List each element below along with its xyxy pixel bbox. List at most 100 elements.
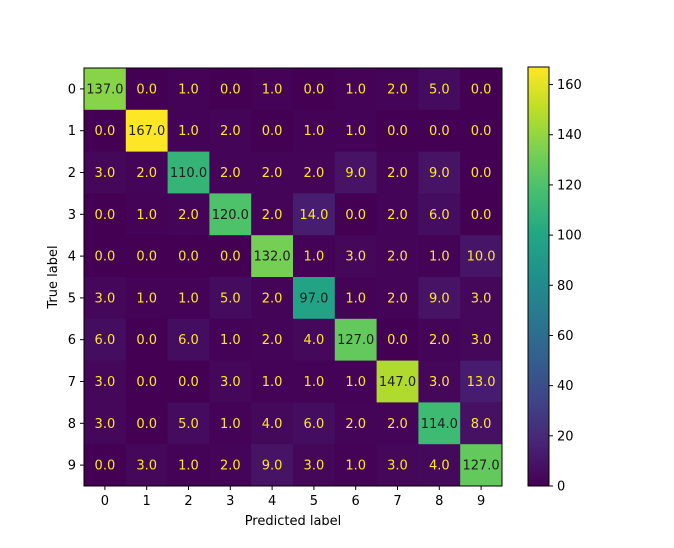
heatmap-cell <box>209 151 252 194</box>
heatmap-cell <box>209 318 252 361</box>
heatmap-cell <box>167 235 210 278</box>
heatmap-cell <box>209 235 252 278</box>
heatmap-cell <box>334 360 377 403</box>
heatmap-cell <box>209 68 252 111</box>
cell-value-label: 1.0 <box>178 82 199 97</box>
cell-value-label: 114.0 <box>421 417 458 432</box>
cell-value-label: 110.0 <box>170 166 207 181</box>
y-axis-ticks: 0 1 2 3 4 5 6 7 8 9 <box>68 82 84 474</box>
heatmap-cell <box>251 151 294 194</box>
heatmap-cell <box>376 151 419 194</box>
x-axis-label: Predicted label <box>245 514 342 529</box>
cell-value-label: 3.0 <box>471 291 492 306</box>
x-axis-ticks: 0 1 2 3 4 5 6 7 8 9 <box>101 486 485 509</box>
cell-value-label: 1.0 <box>345 459 366 474</box>
heatmap-cell <box>125 109 168 152</box>
heatmap-cell <box>167 68 210 111</box>
heatmap-cell <box>125 318 168 361</box>
heatmap-cell <box>84 402 127 445</box>
heatmap-cell <box>84 68 127 111</box>
heatmap-cell <box>418 402 461 445</box>
y-tick-label: 9 <box>68 459 76 474</box>
heatmap-cell <box>293 151 336 194</box>
y-tick-label: 5 <box>68 291 76 306</box>
cell-value-label: 2.0 <box>345 417 366 432</box>
plot-frame <box>83 67 503 487</box>
heatmap-cell <box>418 109 461 152</box>
cell-value-label: 1.0 <box>304 250 325 265</box>
heatmap-cell <box>84 235 127 278</box>
heatmap-cell <box>460 68 503 111</box>
heatmap-cell <box>84 151 127 194</box>
y-tick-label: 8 <box>68 417 76 432</box>
heatmap-cell <box>167 277 210 320</box>
x-tick-label: 6 <box>352 494 360 509</box>
cell-value-label: 2.0 <box>262 291 283 306</box>
heatmap-cell <box>167 109 210 152</box>
cell-value-label: 3.0 <box>95 166 116 181</box>
x-tick-label: 3 <box>226 494 234 509</box>
cell-value-label: 0.0 <box>95 250 116 265</box>
heatmap-cell <box>167 444 210 487</box>
heatmap-cell <box>167 151 210 194</box>
heatmap-cell <box>460 444 503 487</box>
y-tick-label: 6 <box>68 333 76 348</box>
cell-value-label: 0.0 <box>136 250 157 265</box>
cell-value-label: 0.0 <box>220 250 241 265</box>
cell-value-label: 2.0 <box>262 166 283 181</box>
x-tick-label: 9 <box>477 494 485 509</box>
cell-value-label: 1.0 <box>345 124 366 139</box>
x-tick-label: 7 <box>393 494 401 509</box>
y-tick-label: 0 <box>68 82 76 97</box>
cell-value-label: 4.0 <box>262 417 283 432</box>
cell-value-label: 9.0 <box>429 166 450 181</box>
x-tick-label: 8 <box>435 494 443 509</box>
heatmap-cell <box>251 68 294 111</box>
heatmap-cell <box>209 277 252 320</box>
heatmap-cell <box>460 109 503 152</box>
cell-value-label: 9.0 <box>262 459 283 474</box>
heatmap-cell <box>293 235 336 278</box>
cell-value-label: 2.0 <box>387 250 408 265</box>
heatmap-cell <box>84 193 127 236</box>
heatmap-cell <box>376 444 419 487</box>
cell-value-label: 137.0 <box>86 82 123 97</box>
heatmap-cell <box>334 402 377 445</box>
y-tick-label: 3 <box>68 208 76 223</box>
cell-value-label: 2.0 <box>387 417 408 432</box>
heatmap-cell <box>418 151 461 194</box>
cell-value-label: 2.0 <box>387 291 408 306</box>
cell-value-label: 127.0 <box>462 459 499 474</box>
cell-value-label: 2.0 <box>429 333 450 348</box>
cell-value-label: 2.0 <box>220 124 241 139</box>
cell-value-label: 1.0 <box>345 82 366 97</box>
heatmap-cell <box>251 360 294 403</box>
heatmap-cell <box>376 193 419 236</box>
cell-value-label: 3.0 <box>345 250 366 265</box>
x-tick-label: 5 <box>310 494 318 509</box>
cell-value-label: 1.0 <box>178 124 199 139</box>
colorbar-tick-label: 160 <box>557 78 582 93</box>
cell-value-label: 3.0 <box>95 417 116 432</box>
heatmap-cell <box>460 360 503 403</box>
colorbar-ticks: 0 20 40 60 80 100 120 140 160 <box>549 78 582 495</box>
cell-value-label: 0.0 <box>345 208 366 223</box>
cell-value-label: 3.0 <box>471 333 492 348</box>
cell-value-label: 0.0 <box>95 208 116 223</box>
cell-value-label: 3.0 <box>95 375 116 390</box>
cell-value-label: 2.0 <box>387 82 408 97</box>
heatmap-cell <box>125 193 168 236</box>
heatmap-cell <box>418 444 461 487</box>
cell-value-label: 2.0 <box>262 333 283 348</box>
cell-value-label: 127.0 <box>337 333 374 348</box>
cell-value-label: 13.0 <box>467 375 496 390</box>
heatmap-cell <box>334 318 377 361</box>
cell-value-label: 0.0 <box>387 333 408 348</box>
heatmap-cell <box>334 68 377 111</box>
heatmap-cell <box>209 360 252 403</box>
cell-value-label: 1.0 <box>220 417 241 432</box>
cell-value-label: 14.0 <box>299 208 328 223</box>
heatmap-cell <box>293 402 336 445</box>
cell-value-label: 3.0 <box>304 459 325 474</box>
heatmap-cell <box>334 235 377 278</box>
